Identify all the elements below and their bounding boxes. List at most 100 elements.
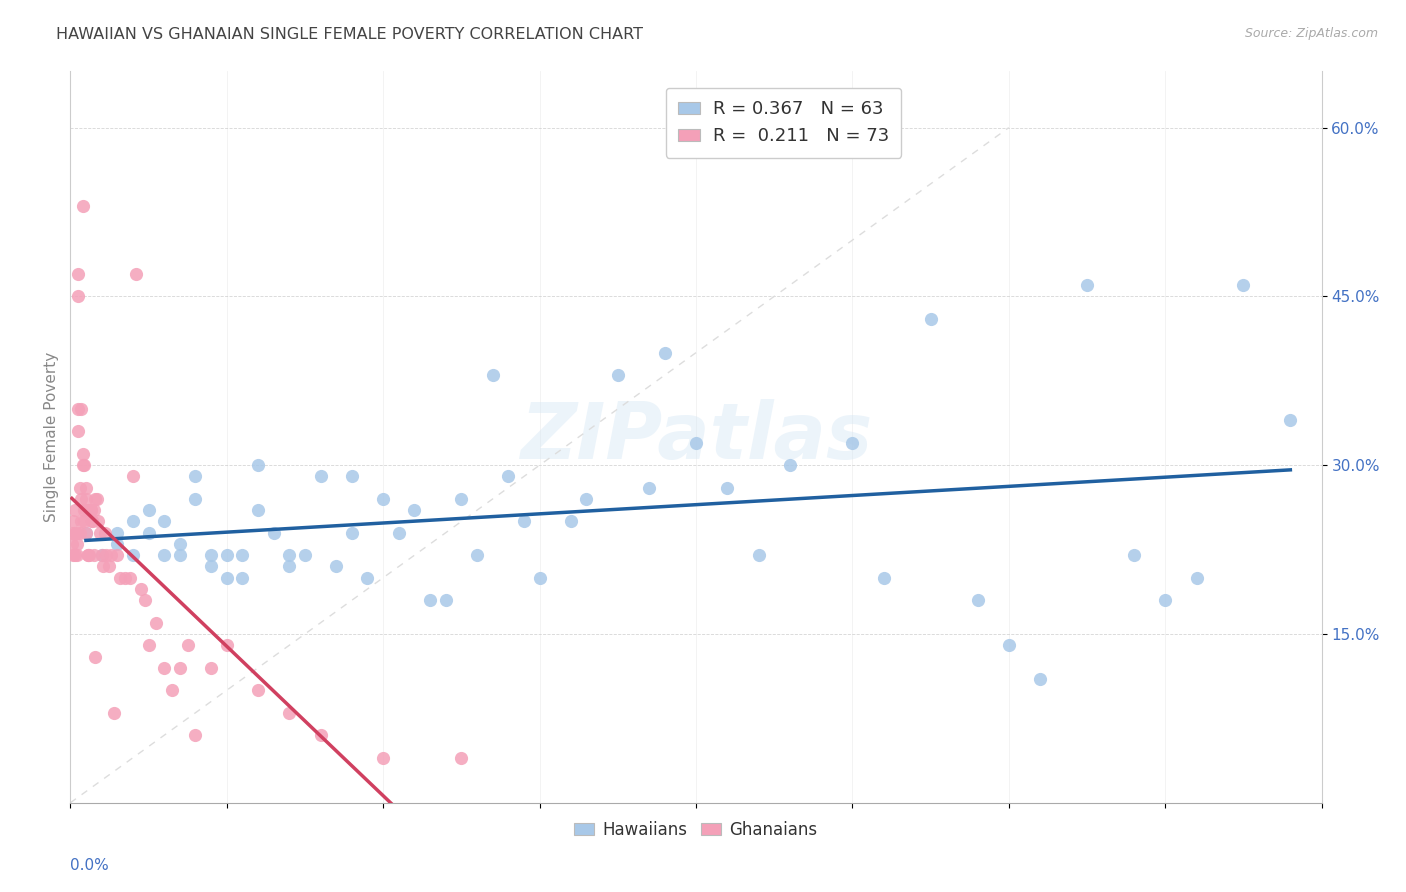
Point — [77, 503, 100, 517]
Point — [96, 548, 118, 562]
Point — [73, 458, 96, 473]
Point — [75, 503, 97, 517]
Point — [121, 469, 145, 483]
Point — [91, 559, 114, 574]
Point — [529, 571, 551, 585]
Point — [404, 503, 426, 517]
Point — [215, 638, 238, 652]
Point — [465, 548, 488, 562]
Point — [93, 525, 115, 540]
Point — [184, 469, 207, 483]
Point — [79, 503, 101, 517]
Point — [79, 503, 101, 517]
Point — [72, 199, 94, 213]
Point — [62, 548, 84, 562]
Point — [84, 491, 107, 506]
Point — [309, 469, 332, 483]
Point — [841, 435, 863, 450]
Point — [450, 751, 472, 765]
Point — [247, 458, 270, 473]
Point — [83, 548, 105, 562]
Point — [90, 548, 112, 562]
Point — [340, 469, 363, 483]
Point — [247, 503, 270, 517]
Point — [75, 491, 97, 506]
Point — [184, 728, 207, 742]
Point — [247, 683, 270, 698]
Point — [67, 267, 90, 281]
Point — [105, 525, 128, 540]
Point — [685, 435, 707, 450]
Point — [67, 425, 90, 439]
Text: 0.0%: 0.0% — [70, 858, 110, 872]
Point — [98, 559, 121, 574]
Y-axis label: Single Female Poverty: Single Female Poverty — [44, 352, 59, 522]
Point — [169, 661, 191, 675]
Point — [1185, 571, 1208, 585]
Point — [231, 548, 253, 562]
Point — [118, 571, 141, 585]
Point — [153, 548, 176, 562]
Point — [340, 525, 363, 540]
Point — [450, 491, 472, 506]
Point — [138, 503, 160, 517]
Point — [86, 491, 108, 506]
Point — [73, 503, 96, 517]
Point — [110, 571, 132, 585]
Point — [67, 401, 90, 416]
Point — [70, 515, 93, 529]
Point — [356, 571, 378, 585]
Text: HAWAIIAN VS GHANAIAN SINGLE FEMALE POVERTY CORRELATION CHART: HAWAIIAN VS GHANAIAN SINGLE FEMALE POVER… — [56, 27, 643, 42]
Point — [231, 571, 253, 585]
Point — [606, 368, 628, 383]
Point — [105, 548, 128, 562]
Point — [1232, 278, 1254, 293]
Point — [215, 571, 238, 585]
Point — [966, 593, 988, 607]
Point — [263, 525, 285, 540]
Point — [75, 525, 97, 540]
Point — [129, 582, 152, 596]
Point — [200, 661, 222, 675]
Point — [75, 481, 97, 495]
Point — [84, 649, 107, 664]
Point — [67, 289, 90, 303]
Point — [87, 515, 110, 529]
Point — [215, 548, 238, 562]
Point — [70, 401, 93, 416]
Point — [90, 548, 112, 562]
Point — [65, 548, 87, 562]
Point — [153, 515, 176, 529]
Point — [134, 593, 156, 607]
Point — [200, 559, 222, 574]
Point — [145, 615, 167, 630]
Point — [184, 491, 207, 506]
Point — [125, 267, 148, 281]
Point — [1076, 278, 1098, 293]
Point — [1123, 548, 1146, 562]
Legend: Hawaiians, Ghanaians: Hawaiians, Ghanaians — [568, 814, 824, 846]
Point — [70, 491, 93, 506]
Point — [371, 751, 394, 765]
Point — [920, 312, 942, 326]
Point — [63, 548, 86, 562]
Point — [121, 515, 145, 529]
Point — [89, 525, 111, 540]
Point — [371, 491, 394, 506]
Point — [160, 683, 183, 698]
Point — [60, 525, 83, 540]
Point — [872, 571, 894, 585]
Point — [60, 537, 83, 551]
Point — [997, 638, 1019, 652]
Point — [1154, 593, 1177, 607]
Point — [76, 548, 98, 562]
Point — [1029, 672, 1052, 686]
Point — [575, 491, 598, 506]
Point — [481, 368, 503, 383]
Point — [121, 548, 145, 562]
Point — [69, 525, 91, 540]
Point — [62, 515, 84, 529]
Point — [63, 525, 86, 540]
Point — [278, 559, 301, 574]
Point — [309, 728, 332, 742]
